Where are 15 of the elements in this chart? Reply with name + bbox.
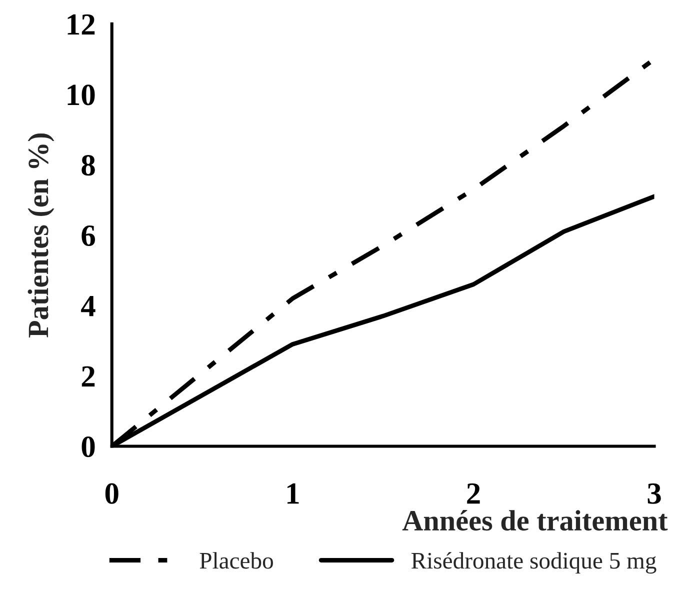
x-tick-label: 3 (648, 483, 661, 504)
y-tick-label: 6 (82, 225, 96, 246)
x-axis-title: Années de traitement (402, 510, 668, 531)
y-tick-label: 8 (82, 155, 95, 176)
y-tick-label: 2 (82, 366, 95, 386)
y-tick-label: 4 (81, 296, 96, 316)
y-tick-label: 10 (68, 84, 95, 106)
x-tick-label: 2 (467, 483, 480, 504)
x-tick-label: 1 (287, 483, 299, 504)
y-tick-label: 0 (82, 436, 95, 458)
legend-label: Placebo (200, 552, 273, 569)
y-tick-label: 12 (68, 14, 95, 35)
legend-label: Risédronate sodique 5 mg (411, 552, 656, 574)
y-axis-title: Patientes (en %) (28, 134, 54, 338)
x-tick-label: 0 (105, 483, 118, 504)
